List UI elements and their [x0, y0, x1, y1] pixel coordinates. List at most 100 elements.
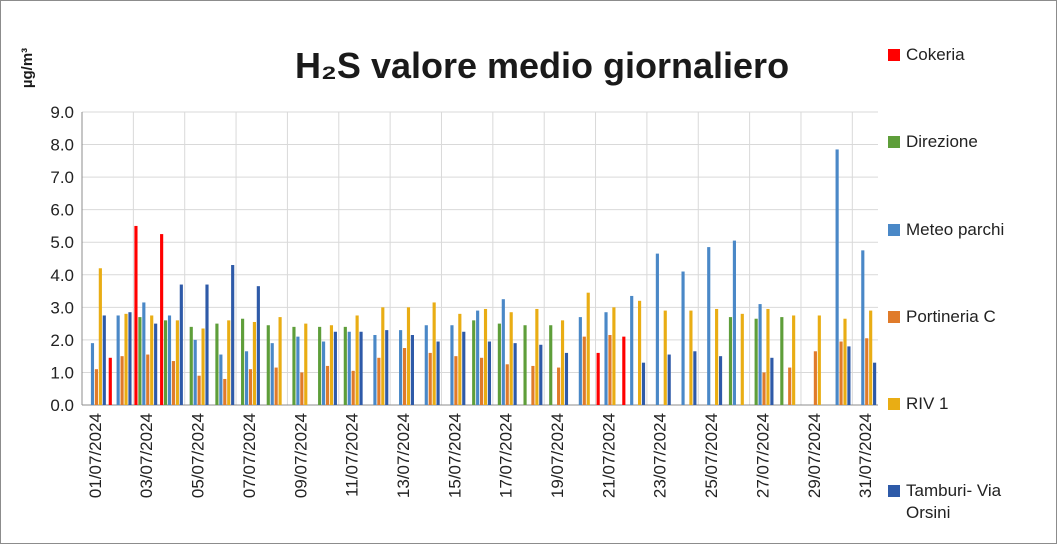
bar: [843, 318, 847, 405]
legend-swatch: [888, 224, 900, 236]
bar: [402, 348, 407, 405]
bar: [604, 312, 608, 405]
legend-label: Meteo parchi: [906, 220, 1005, 239]
y-tick-label: 4.0: [50, 266, 74, 285]
bar: [347, 331, 351, 405]
bar: [197, 375, 201, 405]
bar: [343, 326, 347, 405]
bar: [766, 308, 770, 405]
bar: [329, 325, 334, 405]
bar: [509, 312, 513, 405]
bar: [201, 328, 205, 405]
x-tick-label: 23/07/2024: [651, 413, 670, 498]
x-tick-label: 17/07/2024: [497, 413, 516, 498]
bar: [564, 352, 569, 405]
bar: [715, 308, 719, 405]
legend-swatch: [888, 49, 900, 61]
bar: [116, 315, 120, 405]
bar: [244, 351, 249, 405]
bar: [333, 331, 337, 405]
x-tick-label: 15/07/2024: [445, 413, 464, 498]
bar: [873, 362, 877, 405]
bar: [278, 317, 282, 405]
legend-label: RIV 1: [906, 394, 949, 413]
bar: [641, 362, 646, 405]
bar: [681, 271, 685, 405]
legend-label: Tamburi- Via Orsini: [906, 481, 1002, 522]
y-tick-label: 7.0: [50, 168, 74, 187]
bar: [102, 315, 106, 405]
bar: [385, 330, 389, 405]
bar: [223, 378, 227, 405]
bar: [458, 313, 462, 405]
bar: [754, 318, 758, 405]
bar: [689, 310, 693, 405]
bar: [292, 326, 296, 405]
legend-item: Meteo parchi: [888, 219, 1048, 241]
bar: [839, 341, 843, 405]
bar: [740, 313, 744, 405]
bar: [90, 343, 95, 405]
bar: [241, 318, 245, 405]
bar: [462, 331, 466, 405]
y-tick-label: 1.0: [50, 363, 74, 382]
legend-label: Cokeria: [906, 45, 965, 64]
bar: [120, 356, 124, 405]
bar: [318, 326, 322, 405]
bar: [608, 335, 612, 405]
legend-item: Tamburi- Via Orsini: [888, 480, 1048, 524]
bar: [788, 367, 792, 405]
y-tick-label: 3.0: [50, 298, 74, 317]
bar: [175, 320, 179, 405]
y-tick-label: 6.0: [50, 201, 74, 220]
bar: [847, 346, 851, 405]
bar: [274, 367, 278, 405]
bar: [513, 343, 517, 405]
legend-label: Direzione: [906, 132, 978, 151]
bar: [497, 323, 501, 405]
bar: [630, 295, 634, 405]
bar: [160, 234, 164, 405]
bar: [655, 253, 659, 405]
bar: [296, 336, 300, 405]
bar: [359, 331, 363, 405]
bar: [154, 323, 158, 405]
bar: [252, 321, 256, 405]
bar: [718, 356, 723, 405]
bar: [531, 365, 535, 405]
y-tick-label: 8.0: [50, 136, 74, 155]
bar: [535, 308, 539, 405]
bar: [869, 310, 873, 405]
bar: [612, 307, 616, 405]
bar: [270, 343, 274, 405]
bar: [179, 284, 183, 405]
bar: [638, 300, 642, 405]
bar: [501, 299, 505, 405]
bar: [266, 325, 270, 405]
bar: [138, 317, 142, 405]
bar: [134, 225, 138, 405]
bar: [432, 302, 436, 405]
bar: [128, 312, 132, 405]
x-tick-label: 29/07/2024: [805, 413, 824, 498]
bar: [560, 320, 565, 405]
x-tick-label: 19/07/2024: [548, 413, 567, 498]
y-tick-label: 2.0: [50, 331, 74, 350]
bar: [399, 330, 403, 405]
bar: [355, 315, 359, 405]
bar: [780, 317, 784, 405]
bar: [256, 286, 260, 405]
y-tick-label: 0.0: [50, 396, 74, 415]
bar: [557, 367, 561, 405]
bar: [483, 308, 488, 405]
bar: [108, 357, 112, 405]
bar: [381, 307, 385, 405]
bar: [707, 247, 711, 405]
bar: [663, 310, 667, 405]
bar: [480, 357, 484, 405]
bar: [377, 357, 381, 405]
bar: [163, 320, 168, 405]
bar: [410, 335, 414, 405]
bar: [813, 351, 817, 405]
